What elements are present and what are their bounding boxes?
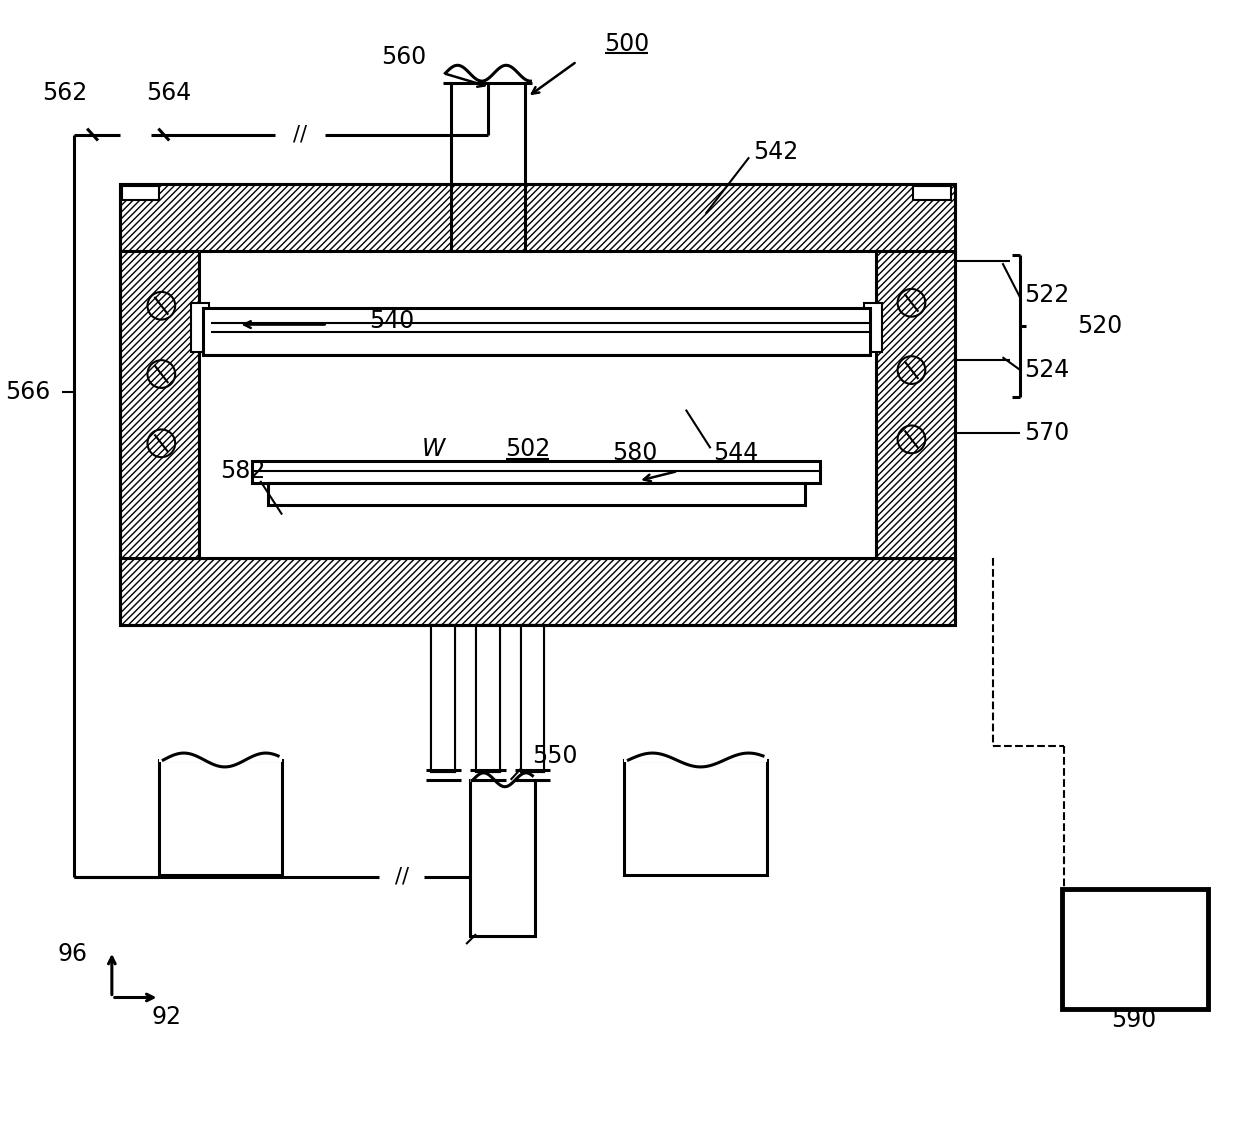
Text: 542: 542 — [753, 140, 799, 165]
Text: 500: 500 — [604, 32, 649, 56]
Bar — [432, 625, 455, 772]
Bar — [120, 184, 955, 251]
Text: 92: 92 — [151, 1005, 181, 1029]
Bar — [470, 780, 536, 936]
Bar — [160, 756, 281, 762]
Bar — [120, 251, 198, 558]
Bar — [521, 625, 544, 772]
Bar — [476, 625, 500, 772]
Text: 582: 582 — [219, 459, 265, 483]
Text: 544: 544 — [713, 441, 759, 465]
Bar — [122, 186, 160, 200]
Text: 566: 566 — [5, 380, 51, 404]
Text: 564: 564 — [146, 81, 192, 105]
Bar — [521, 625, 544, 772]
Bar — [875, 251, 955, 558]
Bar — [470, 775, 536, 782]
Bar — [1061, 889, 1208, 1010]
Text: 522: 522 — [1024, 283, 1070, 307]
Bar — [191, 302, 208, 352]
Text: W: W — [422, 438, 445, 462]
Text: 570: 570 — [1024, 422, 1070, 446]
Bar — [864, 302, 882, 352]
Bar — [914, 186, 951, 200]
Bar — [160, 760, 281, 874]
Text: 520: 520 — [1076, 314, 1122, 338]
Bar — [625, 756, 768, 762]
Bar — [198, 251, 875, 558]
Text: 540: 540 — [370, 308, 414, 333]
Text: 590: 590 — [1111, 1009, 1157, 1032]
Bar — [625, 760, 768, 874]
Bar — [203, 308, 870, 355]
Bar — [120, 558, 955, 625]
Text: 96: 96 — [57, 941, 87, 966]
Bar — [268, 483, 805, 505]
Bar — [253, 462, 821, 483]
Text: 524: 524 — [1024, 358, 1070, 382]
Text: 502: 502 — [505, 438, 551, 462]
Text: //: // — [394, 866, 409, 887]
Text: 560: 560 — [381, 45, 427, 69]
Text: 580: 580 — [611, 441, 657, 465]
Text: //: // — [293, 125, 306, 144]
Text: 562: 562 — [42, 81, 87, 105]
Bar — [432, 625, 455, 772]
Text: 550: 550 — [532, 744, 578, 767]
Bar — [476, 625, 500, 772]
